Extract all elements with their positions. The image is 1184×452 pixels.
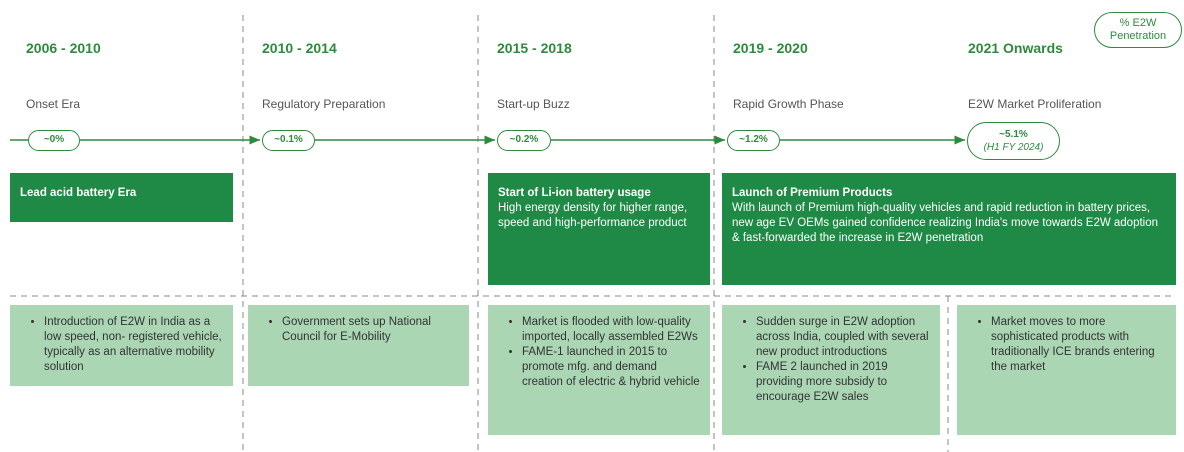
bullet-list: Market is flooded with low-quality impor… — [502, 315, 700, 390]
period-year: 2019 - 2020 — [733, 40, 808, 56]
detail-box: Sudden surge in E2W adoption across Indi… — [722, 305, 940, 435]
bullet: Introduction of E2W in India as a low sp… — [44, 315, 223, 375]
era-name: Onset Era — [26, 97, 81, 111]
highlight-title: Start of Li-ion battery usage — [498, 187, 651, 199]
highlight-text: With launch of Premium high-quality vehi… — [732, 202, 1159, 244]
detail-box: Introduction of E2W in India as a low sp… — [10, 305, 233, 386]
highlight-text: High energy density for higher range, sp… — [498, 202, 688, 229]
penetration-pill: ~0.2% — [497, 130, 551, 151]
bullet-list: Government sets up National Council for … — [262, 315, 459, 345]
period-year: 2010 - 2014 — [262, 40, 337, 56]
penetration-value: ~5.1% — [999, 129, 1028, 140]
bullet: Sudden surge in E2W adoption across Indi… — [756, 315, 930, 360]
period-year: 2015 - 2018 — [497, 40, 572, 56]
legend: % E2W Penetration — [1094, 12, 1182, 48]
bullet: FAME 2 launched in 2019 providing more s… — [756, 360, 930, 405]
penetration-pill: ~1.2% — [727, 130, 780, 151]
bullet: FAME-1 launched in 2015 to promote mfg. … — [522, 345, 700, 390]
era-name: Regulatory Preparation — [262, 97, 386, 111]
highlight-box: Start of Li-ion battery usage High energy… — [488, 173, 710, 285]
bullet-list: Introduction of E2W in India as a low sp… — [24, 315, 223, 375]
detail-box: Market is flooded with low-quality impor… — [488, 305, 710, 435]
bullet-list: Sudden surge in E2W adoption across Indi… — [736, 315, 930, 405]
highlight-title: Launch of Premium Products — [732, 187, 893, 199]
highlight-title: Lead acid battery Era — [20, 187, 137, 199]
era-name: Start-up Buzz — [497, 97, 570, 111]
bullet: Government sets up National Council for … — [282, 315, 459, 345]
highlight-box: Launch of Premium Products With launch of… — [722, 173, 1176, 285]
penetration-pill: ~5.1% (H1 FY 2024) — [967, 122, 1060, 160]
bullet: Market moves to more sophisticated produ… — [991, 315, 1166, 375]
period-year: 2021 Onwards — [968, 40, 1063, 56]
penetration-pill: ~0.1% — [262, 130, 315, 151]
period-year: 2006 - 2010 — [26, 40, 101, 56]
penetration-pill: ~0% — [28, 130, 80, 151]
bullet: Market is flooded with low-quality impor… — [522, 315, 700, 345]
penetration-note: (H1 FY 2024) — [983, 142, 1044, 153]
bullet-list: Market moves to more sophisticated produ… — [971, 315, 1166, 375]
detail-box: Government sets up National Council for … — [248, 305, 469, 386]
era-name: E2W Market Proliferation — [968, 97, 1102, 111]
detail-box: Market moves to more sophisticated produ… — [957, 305, 1176, 435]
highlight-box: Lead acid battery Era — [10, 173, 233, 222]
era-name: Rapid Growth Phase — [733, 97, 844, 111]
